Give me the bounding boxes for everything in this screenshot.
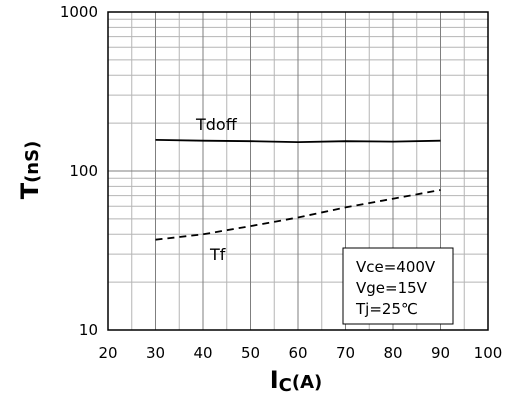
x-tick-label: 40 [193, 344, 212, 362]
x-axis-title-sub: C [279, 375, 292, 396]
conditions-box: Vce=400V Vge=15V Tj=25℃ [342, 247, 454, 325]
series-label-tdoff: Tdoff [195, 115, 238, 134]
y-tick-label: 10 [79, 321, 98, 339]
x-tick-label: 80 [383, 344, 402, 362]
x-tick-label: 90 [431, 344, 450, 362]
plot-frame [107, 11, 489, 331]
y-axis-title-main: T [16, 182, 44, 199]
x-axis-title: IC(A) [270, 366, 323, 396]
y-axis-title-unit: (nS) [22, 141, 43, 183]
x-tick-label: 30 [146, 344, 165, 362]
condition-vce: Vce=400V [356, 258, 436, 276]
x-tick-label: 60 [288, 344, 307, 362]
x-tick-label: 100 [474, 344, 503, 362]
condition-tj: Tj=25℃ [355, 300, 418, 318]
series-line-tf [155, 189, 441, 241]
conditions-box-frame [342, 247, 454, 325]
y-tick-label: 100 [69, 162, 98, 180]
series-label-tf: Tf [209, 245, 226, 264]
x-axis-title-unit: (A) [292, 372, 322, 393]
y-tick-label: 1000 [60, 3, 98, 21]
x-axis-title-main: I [270, 366, 279, 394]
plot-area-border [107, 11, 489, 331]
tick-labels: 20 30 40 50 60 70 80 90 100 10 100 1000 [60, 3, 503, 362]
x-tick-label: 50 [241, 344, 260, 362]
series-line-tdoff [155, 139, 441, 144]
y-axis-title: T(nS) [16, 141, 44, 200]
x-tick-label: 20 [98, 344, 117, 362]
series-lines [155, 139, 441, 241]
x-tick-label: 70 [336, 344, 355, 362]
condition-vge: Vge=15V [356, 279, 428, 297]
